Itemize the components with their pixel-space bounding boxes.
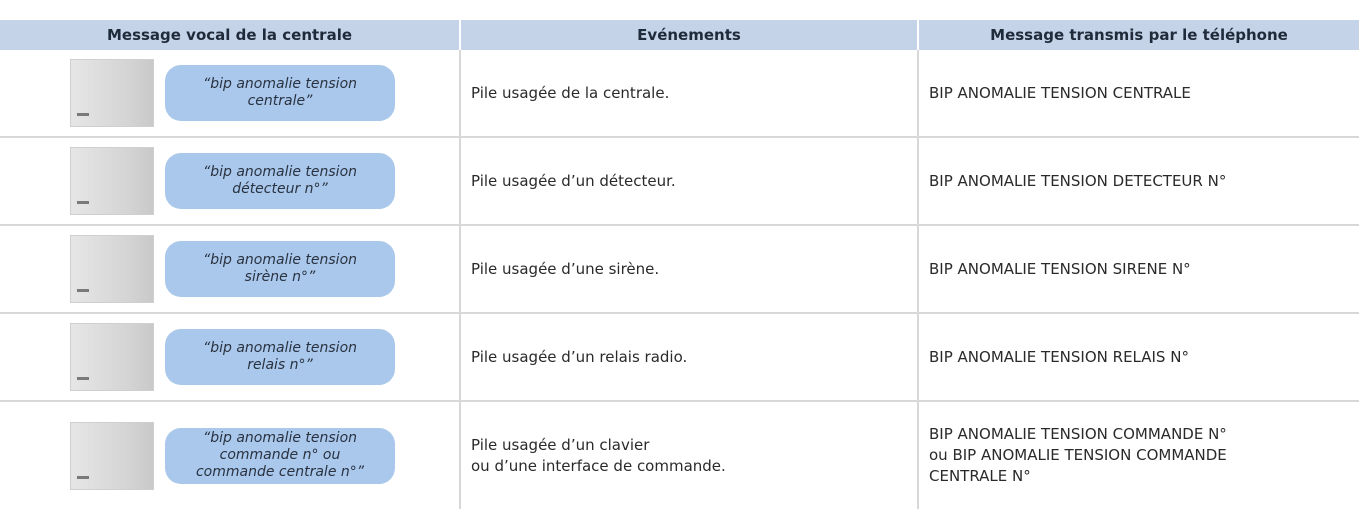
voice-cell: “bip anomalie tension détecteur n°”	[0, 137, 461, 226]
speech-bubble: “bip anomalie tension détecteur n°”	[165, 153, 395, 209]
voice-cell: “bip anomalie tension centrale”	[0, 50, 461, 138]
event-cell: Pile usagée d’un relais radio.	[460, 313, 919, 402]
table-row: “bip anomalie tension détecteur n°” Pile …	[0, 137, 1359, 226]
speech-bubble: “bip anomalie tension relais n°”	[165, 329, 395, 385]
voice-cell: “bip anomalie tension commande n° ou com…	[0, 401, 461, 509]
speech-bubble: “bip anomalie tension sirène n°”	[165, 241, 395, 297]
header-row: Message vocal de la centrale Evénements …	[0, 20, 1359, 50]
event-cell: Pile usagée d’un clavier ou d’une interf…	[460, 401, 919, 509]
column-header: Evénements	[460, 20, 919, 50]
table-row: “bip anomalie tension sirène n°” Pile usa…	[0, 225, 1359, 314]
column-header: Message transmis par le téléphone	[918, 20, 1359, 50]
voice-cell: “bip anomalie tension relais n°”	[0, 313, 461, 402]
phone-message-cell: BIP ANOMALIE TENSION CENTRALE	[918, 50, 1359, 138]
phone-message-cell: BIP ANOMALIE TENSION DETECTEUR N°	[918, 137, 1359, 226]
device-image	[70, 235, 154, 303]
table-body: “bip anomalie tension centrale” Pile usag…	[0, 50, 1359, 509]
speech-bubble: “bip anomalie tension centrale”	[165, 65, 395, 121]
table-row: “bip anomalie tension commande n° ou com…	[0, 401, 1359, 509]
event-cell: Pile usagée de la centrale.	[460, 50, 919, 138]
device-image	[70, 323, 154, 391]
event-cell: Pile usagée d’un détecteur.	[460, 137, 919, 226]
column-header: Message vocal de la centrale	[0, 20, 461, 50]
table-row: “bip anomalie tension centrale” Pile usag…	[0, 50, 1359, 138]
speech-bubble: “bip anomalie tension commande n° ou com…	[165, 427, 395, 484]
table-row: “bip anomalie tension relais n°” Pile usa…	[0, 313, 1359, 402]
phone-message-cell: BIP ANOMALIE TENSION SIRENE N°	[918, 225, 1359, 314]
device-image	[70, 59, 154, 127]
voice-cell: “bip anomalie tension sirène n°”	[0, 225, 461, 314]
phone-message-cell: BIP ANOMALIE TENSION RELAIS N°	[918, 313, 1359, 402]
device-image	[70, 147, 154, 215]
device-image	[70, 421, 154, 490]
alert-table: Message vocal de la centrale Evénements …	[0, 20, 1359, 509]
event-cell: Pile usagée d’une sirène.	[460, 225, 919, 314]
phone-message-cell: BIP ANOMALIE TENSION COMMANDE N° ou BIP …	[929, 425, 1227, 485]
